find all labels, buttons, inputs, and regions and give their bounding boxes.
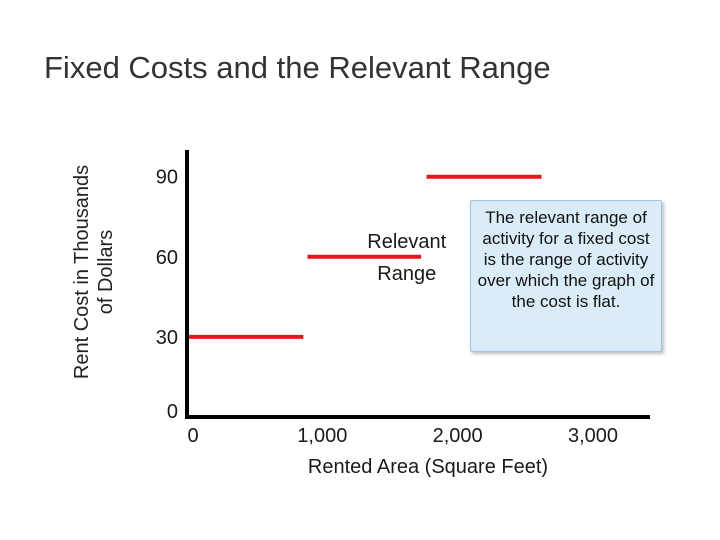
annotation-relevant: Relevant xyxy=(367,231,446,253)
y-tick-label-60: 60 xyxy=(156,247,178,269)
chart-title: Fixed Costs and the Relevant Range xyxy=(44,50,551,85)
y-tick-label-0: 0 xyxy=(167,401,178,423)
y-tick-label-90: 90 xyxy=(156,167,178,189)
x-axis-label: Rented Area (Square Feet) xyxy=(308,456,548,478)
relevant-range-callout: The relevant range of activity for a fix… xyxy=(470,200,662,352)
x-tick-label-2000: 2,000 xyxy=(433,425,483,447)
x-tick-label-1000: 1,000 xyxy=(297,425,347,447)
y-tick-label-30: 30 xyxy=(156,327,178,349)
x-tick-label-3000: 3,000 xyxy=(568,425,618,447)
chart-marks: 0 30 60 90 0 1,000 2,000 3,000 Relevant Range xyxy=(156,167,618,447)
x-tick-label-0: 0 xyxy=(187,425,198,447)
annotation-range: Range xyxy=(377,263,436,285)
